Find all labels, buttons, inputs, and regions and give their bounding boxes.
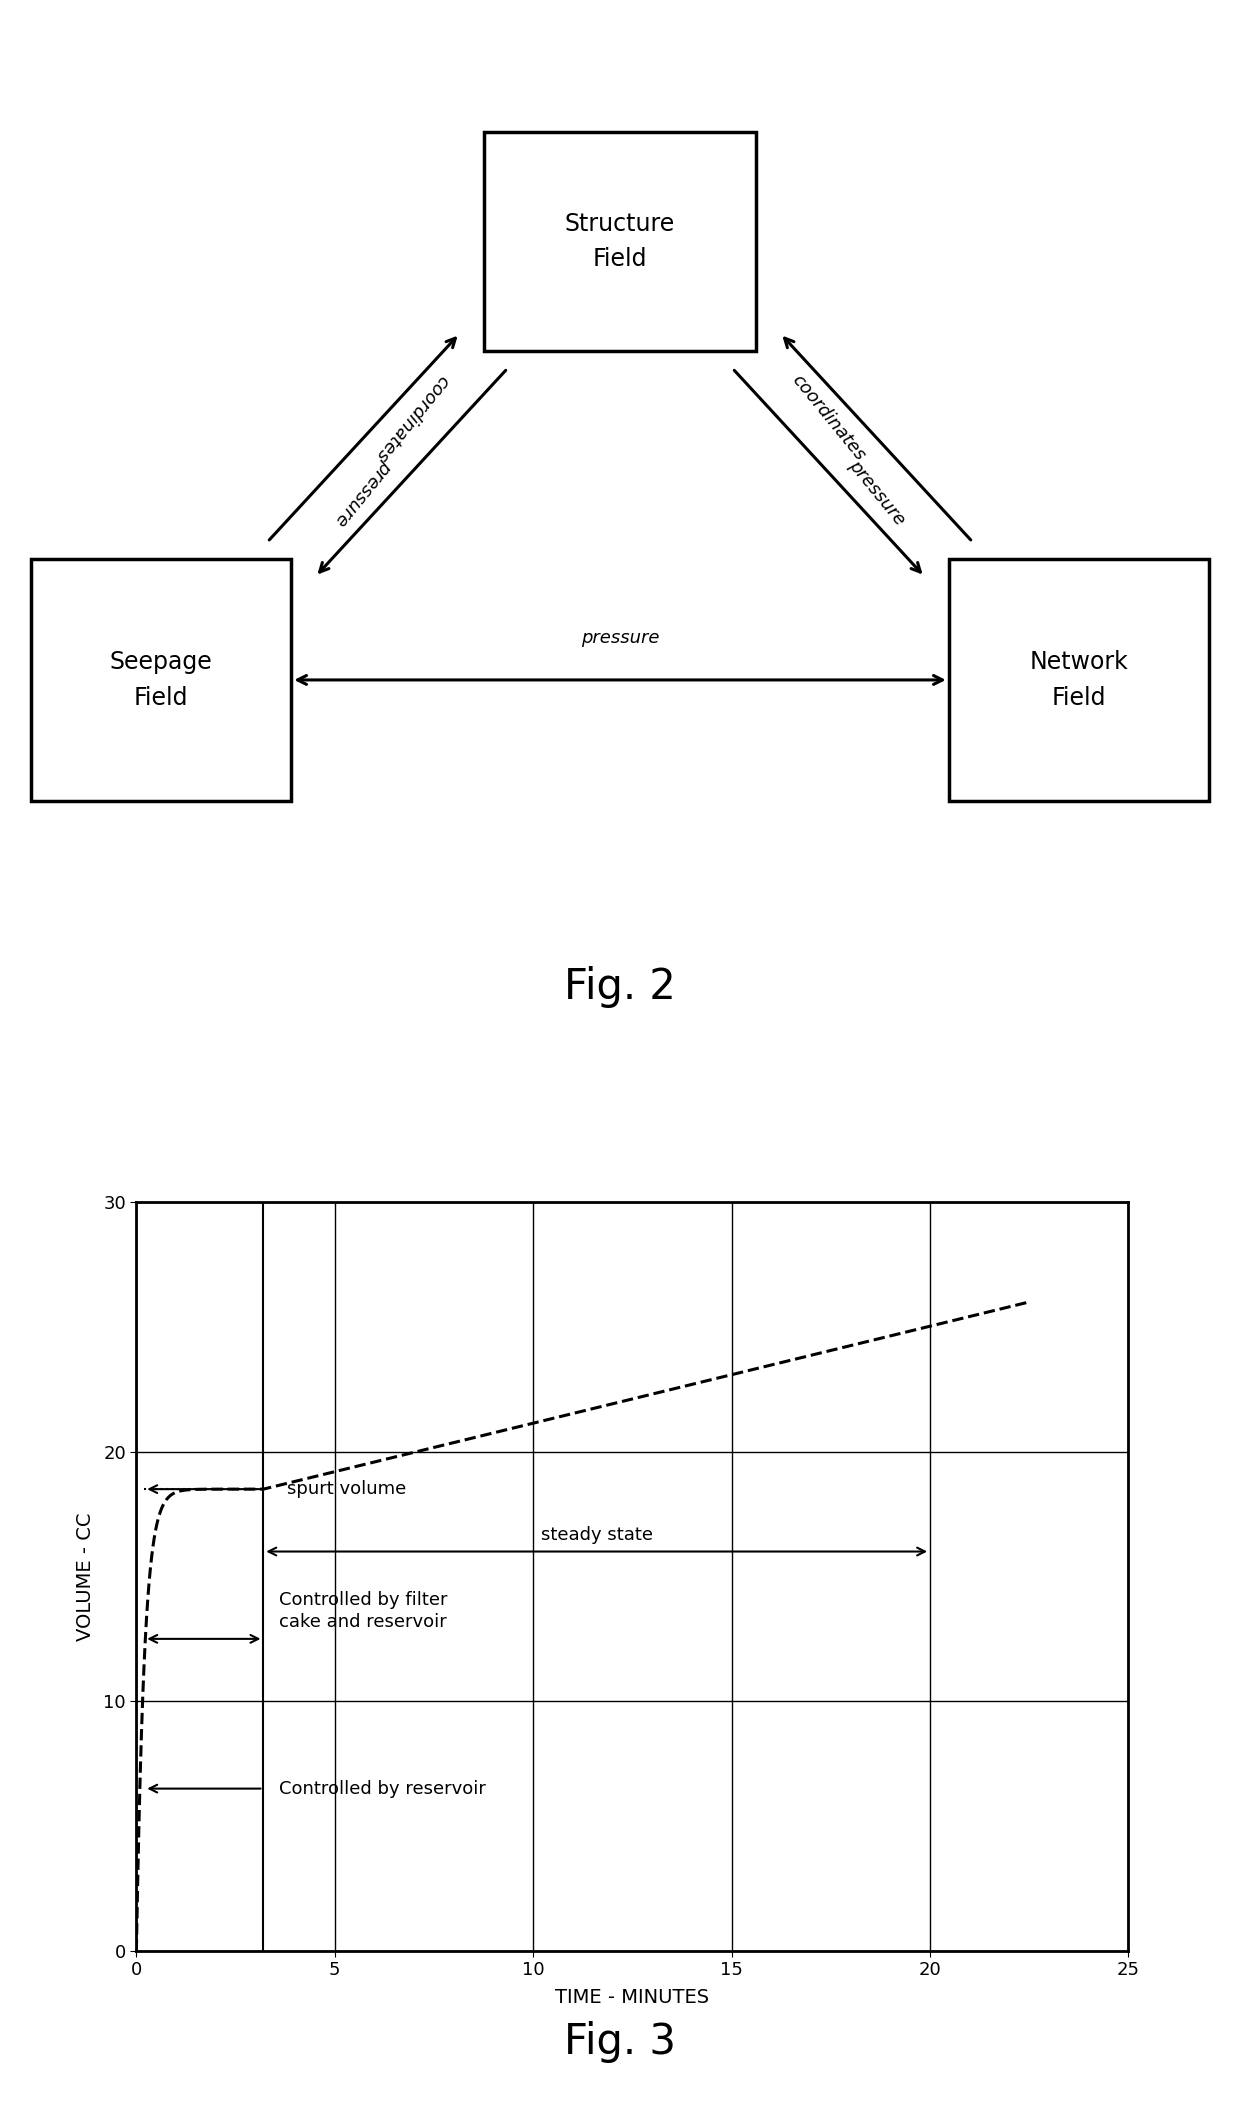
FancyBboxPatch shape [484,131,756,350]
Text: Fig. 2: Fig. 2 [564,966,676,1008]
X-axis label: TIME - MINUTES: TIME - MINUTES [556,1987,709,2006]
Text: Structure
Field: Structure Field [565,211,675,270]
Text: spurt volume: spurt volume [288,1481,407,1497]
Text: Fig. 3: Fig. 3 [564,2020,676,2063]
Text: Controlled by reservoir: Controlled by reservoir [279,1780,486,1797]
Text: pressure: pressure [844,456,909,529]
Text: pressure: pressure [331,456,396,529]
Text: steady state: steady state [541,1527,652,1544]
Text: Controlled by filter
cake and reservoir: Controlled by filter cake and reservoir [279,1590,448,1632]
Text: Seepage
Field: Seepage Field [110,650,212,709]
Text: pressure: pressure [580,628,660,647]
Text: coordinates: coordinates [371,371,451,464]
Y-axis label: VOLUME - CC: VOLUME - CC [76,1512,95,1641]
Text: coordinates: coordinates [789,371,869,464]
FancyBboxPatch shape [31,559,291,801]
Text: Network
Field: Network Field [1029,650,1128,709]
FancyBboxPatch shape [949,559,1209,801]
